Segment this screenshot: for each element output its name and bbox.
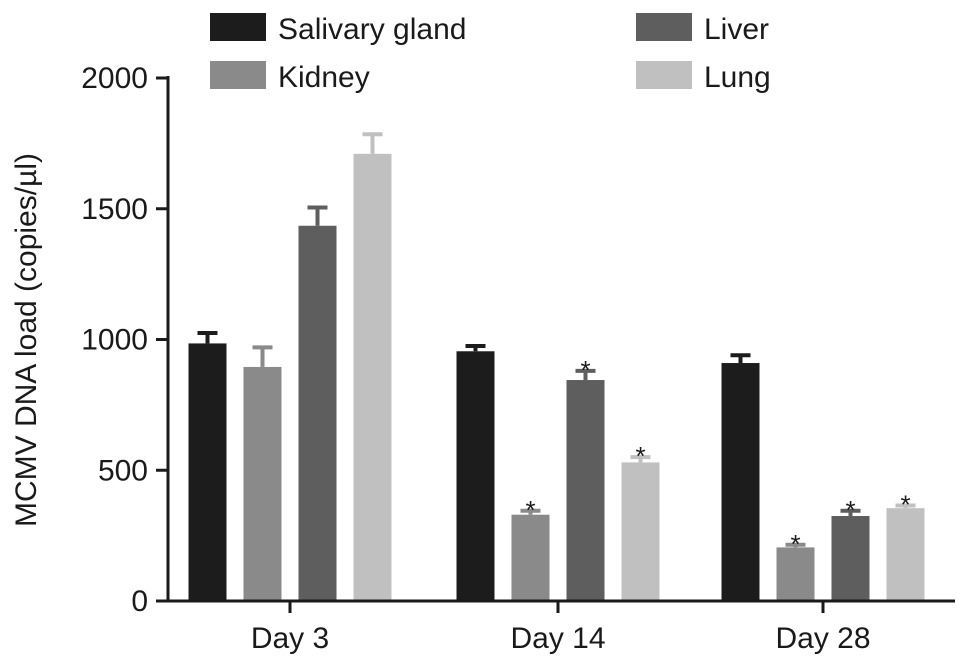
bar-liver-day-14 [566,380,605,601]
significance-marker-lung-day-14: * [635,441,645,471]
x-tick-label-day-3: Day 3 [251,622,329,655]
y-tick-label-500: 500 [98,454,148,487]
bar-kidney-day-14 [511,514,550,601]
legend-label-salivary-gland: Salivary gland [278,13,466,46]
bar-kidney-day-3 [243,366,282,601]
legend-swatch-salivary-gland [210,13,266,41]
x-tick-label-day-14: Day 14 [510,622,605,655]
y-tick-label-1000: 1000 [81,324,148,357]
legend-label-lung: Lung [704,61,771,94]
legend-swatch-kidney [210,61,266,89]
significance-marker-kidney-day-28: * [790,529,800,559]
significance-marker-kidney-day-14: * [525,495,535,525]
significance-marker-liver-day-28: * [845,495,855,525]
y-tick-label-0: 0 [131,585,148,618]
bar-salivary-gland-day-3 [188,343,227,601]
bar-lung-day-3 [353,153,392,601]
legend-label-liver: Liver [704,13,769,46]
significance-marker-lung-day-28: * [900,490,910,520]
y-tick-label-1500: 1500 [81,193,148,226]
y-tick-label-2000: 2000 [81,62,148,95]
legend: Salivary gland Liver Kidney Lung [210,13,771,94]
bar-liver-day-3 [298,225,337,601]
y-axis-title: MCMV DNA load (copies/µl) [10,153,43,527]
x-tick-label-day-28: Day 28 [775,622,870,655]
significance-marker-liver-day-14: * [580,355,590,385]
axes: 0 500 1000 1500 2000 Day 3 Day 14 Day 28 [81,62,955,655]
bar-liver-day-28 [831,516,870,601]
legend-label-kidney: Kidney [278,61,370,94]
bar-salivary-gland-day-14 [456,351,495,601]
bars: * * * * * * [188,132,925,601]
bar-lung-day-28 [886,508,925,601]
bar-salivary-gland-day-28 [721,363,760,601]
bar-lung-day-14 [621,462,660,601]
legend-swatch-lung [636,61,692,89]
bar-kidney-day-28 [776,547,815,601]
legend-swatch-liver [636,13,692,41]
